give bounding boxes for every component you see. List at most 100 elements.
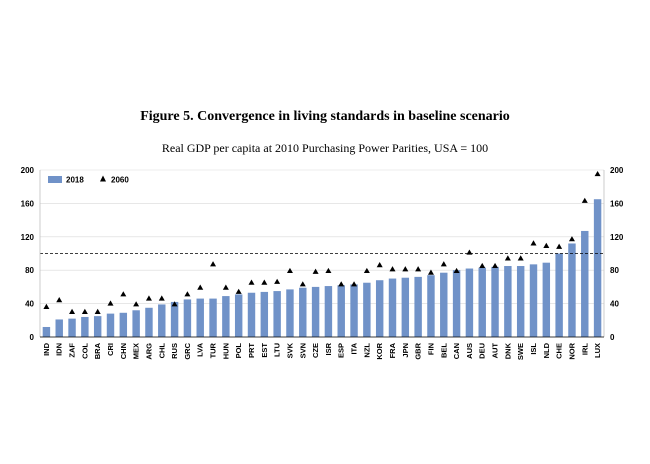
marker-isl: [530, 240, 537, 246]
bar-nzl: [363, 282, 371, 337]
bar-gbr: [414, 276, 422, 337]
bar-cri: [106, 313, 115, 337]
y-axis-left: 0 40 80 120 160 200: [21, 166, 41, 342]
x-tick-label: FIN: [426, 343, 435, 355]
bar-fin: [427, 275, 435, 337]
x-tick-label: BRA: [93, 342, 102, 359]
x-tick-label: CHL: [157, 343, 166, 359]
marker-nld: [543, 242, 550, 248]
x-tick-label: NZL: [362, 343, 371, 358]
marker-col: [81, 308, 88, 314]
bar-prt: [247, 292, 256, 337]
bar-irl: [581, 230, 589, 337]
legend-swatch-2018: [48, 176, 62, 183]
bar-rus: [170, 301, 179, 337]
bar-tur: [209, 298, 217, 337]
bar-bra: [93, 316, 102, 337]
x-tick-label: COL: [80, 343, 89, 359]
bar-che: [555, 253, 563, 337]
x-tick-label: HUN: [221, 343, 230, 359]
y-tick-label-right: 200: [610, 166, 624, 175]
bar-isr: [324, 286, 333, 337]
marker-esp: [338, 281, 345, 287]
x-tick-label: NOR: [567, 342, 576, 359]
x-tick-label: CHN: [119, 343, 128, 359]
y-tick-label-left: 160: [21, 199, 35, 208]
x-axis: IND IDN ZAF COL BRA CRI CHN MEX ARG CHL RUS GRC LVA T…: [40, 336, 604, 360]
x-tick-label: DNK: [503, 342, 512, 359]
bar-nld: [542, 262, 551, 337]
x-tick-label: FRA: [388, 342, 397, 358]
marker-deu: [479, 262, 486, 269]
x-tick-label: CZE: [311, 343, 320, 358]
y-tick-label-left: 40: [25, 300, 34, 309]
marker-aus: [466, 249, 473, 255]
bar-idn: [55, 319, 63, 337]
x-tick-label: GBR: [414, 342, 423, 359]
y-tick-label-left: 0: [30, 333, 35, 342]
x-tick-label: ZAF: [68, 343, 77, 358]
marker-rus: [171, 301, 178, 307]
bar-deu: [478, 267, 486, 337]
bar-svn: [299, 287, 307, 337]
bar-aus: [465, 268, 474, 337]
marker-bra: [94, 308, 101, 314]
x-tick-label: SVK: [285, 342, 294, 358]
bar-kor: [375, 280, 384, 337]
y-tick-label-right: 120: [610, 233, 624, 242]
legend-triangle-icon: [100, 175, 106, 182]
marker-swe: [517, 255, 524, 261]
x-tick-label: IDN: [55, 343, 64, 356]
marker-pol: [235, 288, 242, 294]
marker-fra: [389, 266, 396, 272]
marker-irl: [581, 197, 588, 203]
x-tick-label: POL: [234, 343, 243, 359]
bar-mex: [132, 310, 140, 337]
marker-ind: [43, 303, 50, 309]
bar-dnk: [504, 266, 512, 337]
x-tick-label: SVN: [298, 343, 307, 358]
x-tick-label: CAN: [452, 343, 461, 359]
marker-chn: [120, 291, 127, 297]
marker-mex: [133, 301, 140, 307]
marker-est: [261, 279, 268, 285]
marker-cze: [312, 268, 319, 274]
bar-aut: [491, 266, 499, 337]
y-tick-label-left: 200: [21, 166, 35, 175]
x-tick-label: LVA: [196, 342, 205, 356]
marker-lux: [594, 170, 601, 177]
marker-tur: [210, 261, 217, 267]
bar-can: [452, 270, 461, 337]
marker-svk: [286, 267, 293, 274]
legend-label-2018: 2018: [66, 176, 84, 185]
figure-subtitle: Real GDP per capita at 2010 Purchasing P…: [161, 141, 489, 155]
bar-nor: [568, 243, 576, 337]
x-tick-label: KOR: [375, 342, 384, 359]
x-tick-label: CHE: [555, 343, 564, 359]
x-tick-label: JPN: [401, 343, 410, 358]
x-tick-label: IRL: [580, 343, 589, 356]
x-tick-label: TUR: [209, 342, 218, 358]
x-tick-label: LTU: [273, 343, 282, 357]
bar-ltu: [273, 291, 281, 337]
x-tick-label: MEX: [132, 343, 141, 359]
y-tick-label-right: 160: [610, 199, 624, 208]
x-tick-label: BEL: [439, 343, 448, 358]
bar-esp: [337, 285, 345, 337]
marker-isr: [325, 267, 332, 274]
y-tick-label-right: 0: [610, 333, 615, 342]
bars-2018: [42, 199, 602, 337]
marker-nzl: [363, 267, 370, 274]
marker-grc: [184, 291, 191, 297]
bar-chn: [119, 312, 128, 337]
x-tick-label: ITA: [350, 342, 359, 354]
marker-prt: [248, 279, 255, 285]
bar-lux: [593, 199, 602, 337]
bar-zaf: [68, 318, 76, 337]
marker-bel: [440, 261, 447, 267]
bar-swe: [516, 266, 525, 337]
x-tick-label: AUT: [491, 343, 500, 359]
bar-hun: [222, 296, 230, 337]
marker-idn: [56, 297, 63, 303]
